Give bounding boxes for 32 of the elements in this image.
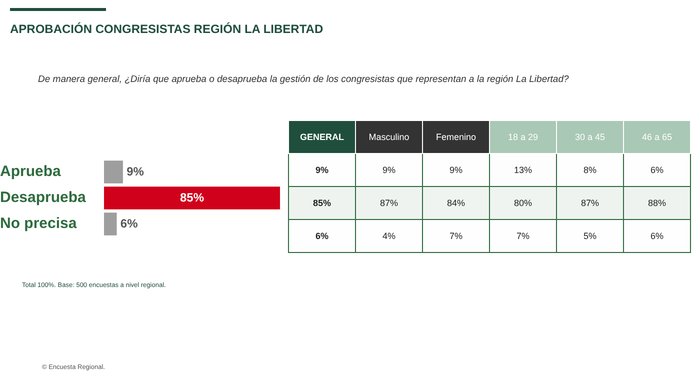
text: De manera general, ¿Diría que aprueba o desaprueba la gestión de los congresistas que representan a la región La Libertad? xyxy=(38,74,569,85)
x-tick-label: GENERAL xyxy=(288,120,356,154)
data-label: 80% xyxy=(490,186,556,220)
data-label: 84% xyxy=(422,186,490,220)
data-label: 9% xyxy=(288,154,356,186)
data-label: 9% xyxy=(126,164,144,178)
chart-title: APROBACIÓN CONGRESISTAS REGIÓN LA LIBERTAD xyxy=(10,22,324,36)
x-tick-label: Masculino xyxy=(356,120,422,154)
data-label: 5% xyxy=(556,220,624,252)
data-label: 7% xyxy=(422,220,490,252)
data-label: 6% xyxy=(624,154,690,186)
data-label: 85% xyxy=(288,186,356,220)
data-label: 4% xyxy=(356,220,422,252)
x-tick-label: 46 a 65 xyxy=(624,120,690,154)
data-label: 6% xyxy=(288,220,356,252)
data-label: 88% xyxy=(624,186,690,220)
data-label: 9% xyxy=(422,154,490,186)
y-tick-label: Aprueba xyxy=(0,163,62,180)
data-label: 8% xyxy=(556,154,624,186)
x-tick-label: 30 a 45 xyxy=(556,120,624,154)
y-tick-label: Desaprueba xyxy=(0,189,87,206)
data-label: 87% xyxy=(356,186,422,220)
data-label: 6% xyxy=(624,220,690,252)
y-tick-label: No precisa xyxy=(0,215,78,232)
data-label: 87% xyxy=(556,186,624,220)
x-tick-label: 18 a 29 xyxy=(490,120,556,154)
x-tick-label: Femenino xyxy=(422,120,490,154)
data-label: 6% xyxy=(120,216,138,230)
data-label: 13% xyxy=(490,154,556,186)
data-label: 7% xyxy=(490,220,556,252)
data-label: 9% xyxy=(356,154,422,186)
data-label: 85% xyxy=(180,190,204,204)
